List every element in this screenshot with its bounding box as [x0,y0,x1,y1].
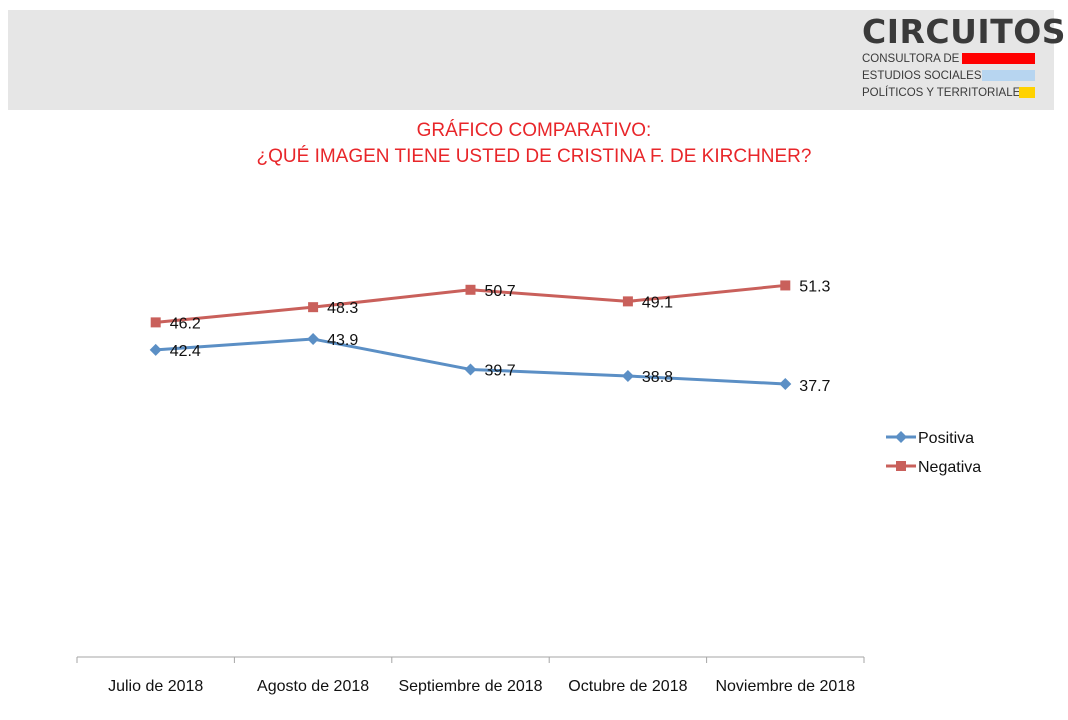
data-label: 46.2 [170,315,201,332]
x-tick-label: Octubre de 2018 [568,678,687,695]
chart-title: GRÁFICO COMPARATIVO: [416,120,652,141]
data-point-positiva [621,369,634,382]
data-point-negativa [308,302,319,313]
series-line-positiva [155,337,786,386]
data-point-positiva [464,363,477,376]
data-point-negativa [465,284,476,295]
data-label: 42.4 [170,343,201,360]
logo-line-3: POLÍTICOS Y TERRITORIALES [862,87,1028,99]
chart-subtitle: ¿QUÉ IMAGEN TIENE USTED DE CRISTINA F. D… [256,146,812,167]
header-banner [8,10,1054,110]
data-label: 37.7 [799,378,830,395]
data-label: 39.7 [485,362,516,379]
data-point-negativa [150,317,161,328]
logo-yellow-bar [1019,87,1035,98]
legend-marker-negativa [896,461,906,471]
logo-blue-bar [982,70,1035,81]
logo-line-1: CONSULTORA DE [862,53,960,65]
data-label: 49.1 [642,294,673,311]
data-label: 38.8 [642,369,673,386]
data-label: 48.3 [327,300,358,317]
legend-label-negativa: Negativa [918,459,981,476]
legend-label-positiva: Positiva [918,430,974,447]
logo-red-bar [962,53,1035,64]
logo-title: CIRCUITOS [862,12,1067,51]
x-tick-label: Septiembre de 2018 [398,678,542,695]
data-point-positiva [779,377,792,390]
data-label: 51.3 [799,278,830,295]
circuitos-logo: CIRCUITOS CONSULTORA DE ESTUDIOS SOCIALE… [862,14,1066,106]
x-tick-label: Agosto de 2018 [257,678,369,695]
x-tick-label: Julio de 2018 [108,678,203,695]
data-label: 43.9 [327,332,358,349]
data-label: 50.7 [485,283,516,300]
legend-marker-positiva [895,431,907,443]
x-tick-label: Noviembre de 2018 [715,678,855,695]
logo-line-2: ESTUDIOS SOCIALES, [862,70,985,82]
data-point-positiva [149,343,162,356]
data-point-negativa [622,296,633,307]
data-point-positiva [307,333,320,346]
data-point-negativa [780,280,791,291]
